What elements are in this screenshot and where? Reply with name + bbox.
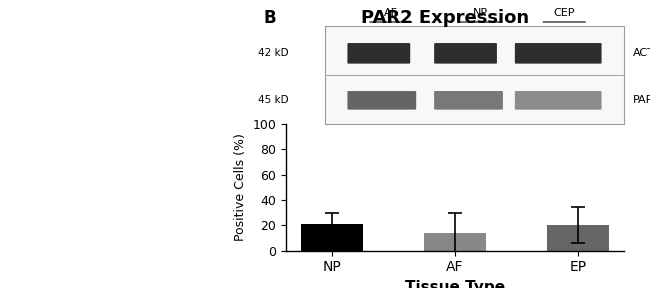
Text: PAR2 Expression: PAR2 Expression xyxy=(361,9,529,27)
FancyBboxPatch shape xyxy=(434,91,503,110)
Text: CEP: CEP xyxy=(553,8,575,18)
Text: AF: AF xyxy=(384,8,398,18)
FancyBboxPatch shape xyxy=(434,43,497,64)
Text: 45 kD: 45 kD xyxy=(259,95,289,105)
Text: B: B xyxy=(263,9,276,27)
Text: 42 kD: 42 kD xyxy=(259,48,289,58)
FancyBboxPatch shape xyxy=(347,91,416,110)
X-axis label: Tissue Type: Tissue Type xyxy=(405,280,505,288)
Y-axis label: Positive Cells (%): Positive Cells (%) xyxy=(234,133,247,241)
Bar xyxy=(547,225,608,251)
FancyBboxPatch shape xyxy=(347,43,410,64)
Text: NP: NP xyxy=(473,8,488,18)
Bar xyxy=(424,233,486,251)
FancyBboxPatch shape xyxy=(515,43,602,64)
Bar xyxy=(302,224,363,251)
Text: ACTB: ACTB xyxy=(633,48,650,58)
Text: PAR2: PAR2 xyxy=(633,95,650,105)
FancyBboxPatch shape xyxy=(515,91,602,110)
